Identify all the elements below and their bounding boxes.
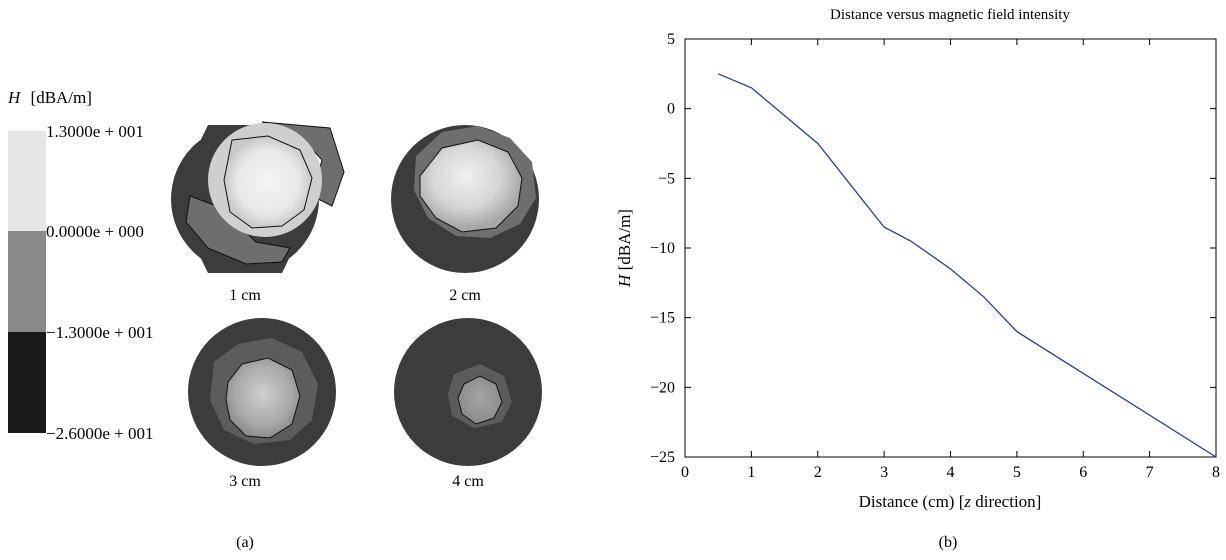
plot-area [684, 38, 1217, 458]
y-axis-label: H [dBA/m] [615, 209, 634, 288]
x-tick-label: 3 [880, 464, 888, 481]
series-layer [717, 73, 1217, 458]
colorbar-title-unit: [dBA/m] [31, 88, 92, 107]
x-tick-label: 6 [1079, 464, 1087, 481]
field-map-4cm: 4 cm [394, 318, 542, 490]
colorbar-level-label: 1.3000e + 001 [46, 122, 144, 141]
disc-label: 4 cm [452, 473, 484, 490]
colorbar-band-high [8, 131, 46, 231]
field-map-2cm: 2 cm [391, 125, 539, 304]
y-axis: 5 0 −5 −10 −15 −20 −25 [650, 31, 1216, 466]
colorbar: H [dBA/m] 1.3000e + 001 0.0000e + 000 −1… [7, 88, 153, 443]
colorbar-title-symbol: H [7, 88, 22, 107]
x-axis: 0 1 2 3 4 5 6 7 8 [681, 39, 1220, 481]
x-tick-label: 5 [1013, 464, 1021, 481]
y-tick-label: 0 [667, 101, 675, 118]
colorbar-band-mid [8, 231, 46, 332]
x-tick-label: 2 [814, 464, 822, 481]
x-tick-label: 1 [747, 464, 755, 481]
disc-label: 2 cm [449, 287, 481, 304]
y-tick-label: −15 [650, 310, 675, 327]
series-line-0 [717, 73, 1217, 458]
colorbar-level-label: 0.0000e + 000 [46, 222, 144, 241]
disc-label: 1 cm [229, 287, 261, 304]
field-core [223, 135, 313, 229]
x-tick-label: 7 [1146, 464, 1154, 481]
y-tick-label: −10 [650, 240, 675, 257]
field-core [419, 139, 523, 233]
y-tick-label: −20 [650, 379, 675, 396]
x-axis-label: Distance (cm) [z direction] [859, 492, 1042, 511]
x-tick-label: 8 [1212, 464, 1220, 481]
y-tick-label: 5 [667, 31, 675, 48]
y-tick-label: −5 [658, 170, 675, 187]
disc-label: 3 cm [229, 473, 261, 490]
colorbar-level-label: −1.3000e + 001 [46, 323, 153, 342]
field-map-1cm: 1 cm [171, 121, 345, 304]
chart-title: Distance versus magnetic field intensity [830, 7, 1070, 23]
field-core [225, 357, 301, 439]
field-map-3cm: 3 cm [188, 318, 336, 490]
colorbar-band-low [8, 332, 46, 433]
x-tick-label: 4 [947, 464, 955, 481]
panel-a-label: (a) [236, 534, 254, 551]
panel-b-label: (b) [939, 534, 958, 551]
y-tick-label: −25 [650, 449, 675, 466]
x-tick-label: 0 [681, 464, 689, 481]
field-core [457, 375, 503, 425]
line-chart: Distance versus magnetic field intensity… [615, 7, 1220, 511]
colorbar-level-label: −2.6000e + 001 [46, 424, 153, 443]
colorbar-title: H [dBA/m] [7, 88, 92, 107]
